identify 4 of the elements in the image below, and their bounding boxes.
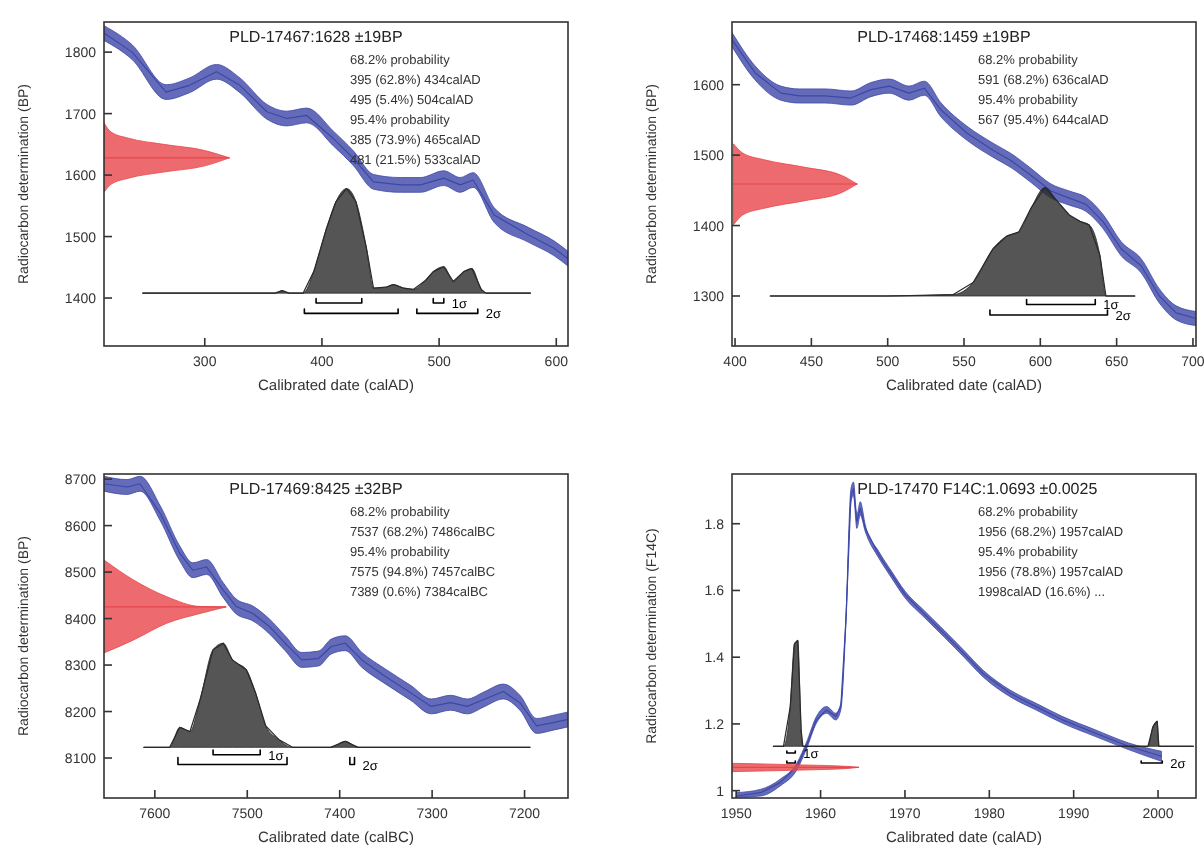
chart-title: PLD-17467:1628 ±19BP (229, 28, 403, 46)
chart-title: PLD-17469:8425 ±32BP (229, 480, 403, 498)
chart-title: PLD-17470 F14C:1.0693 ±0.0025 (857, 480, 1099, 498)
chart-title: PLD-17468:1459 ±19BP (857, 28, 1031, 46)
